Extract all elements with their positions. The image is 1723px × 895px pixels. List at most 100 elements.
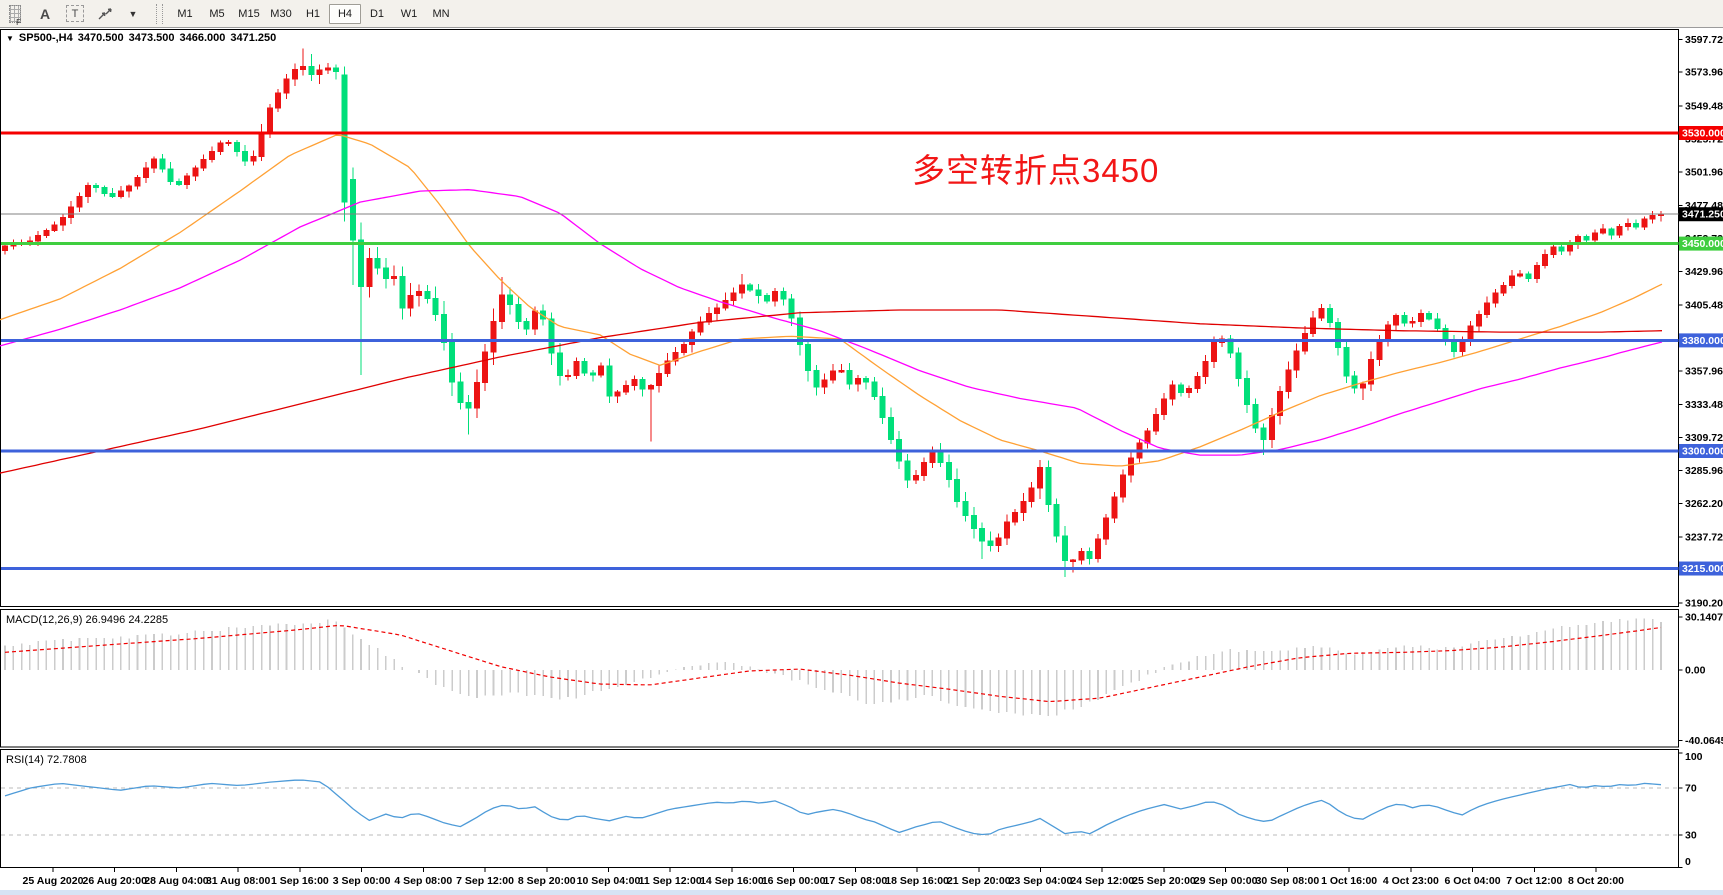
date-tick-label: 4 Oct 23:00 [1383,875,1439,887]
candle-body [1417,312,1424,322]
candle-body [929,452,936,463]
candle-body [1500,284,1507,294]
candle-body [2,245,8,251]
candle-body [159,158,166,170]
timeframe-button-D1[interactable]: D1 [369,7,385,20]
candle-body [954,478,961,502]
price-tick-label: 3285.960 [1685,465,1723,477]
candle-body [233,141,240,153]
text-box-icon[interactable]: T [63,3,87,25]
candle-body [1525,273,1532,280]
chevron-down-icon[interactable]: ▼ [128,8,138,19]
candle-body [689,331,696,345]
candle-body [1028,487,1035,503]
candle-body [1384,324,1391,341]
candle-body [763,295,770,302]
timeframe-button-W1[interactable]: W1 [400,7,418,20]
candle-body [1210,341,1217,362]
candle-body [664,360,671,374]
rsi-line [4,779,1662,836]
candle-body [59,217,66,226]
candle-body [1550,246,1557,255]
candle-body [1591,232,1598,241]
candle-body [1244,378,1250,405]
candle-body [324,67,331,71]
timeframe-button-group: M1 M5 M15 M30 H1 H4 D1 W1 MN [169,3,457,24]
price-badge-3530.000 [1679,126,1723,140]
candle-body [879,396,886,419]
candle-body [680,343,687,353]
candle-body [1351,375,1358,389]
candle-body [1343,347,1350,377]
candle-body [863,377,870,383]
grid-f-icon[interactable]: F [3,3,27,27]
timeframe-button-H1[interactable]: H1 [305,7,321,20]
timeframe-button-H4[interactable]: H4 [329,3,361,24]
candle-body [515,304,522,322]
timeframe-button-M5[interactable]: M5 [209,7,225,20]
chart-area[interactable]: 3597.7203573.9603549.4803525.7203501.960… [0,28,1723,895]
candle-body [1078,551,1085,561]
date-tick-label: 8 Oct 20:00 [1568,875,1624,887]
candle-body [606,365,613,397]
macd-indicator-label: MACD(12,26,9) 26.9496 24.2285 [6,613,169,626]
candle-body [1426,312,1433,320]
candle-body [382,267,389,280]
candle-body [1061,535,1068,561]
candle-body [283,78,290,94]
candle-body [68,206,75,219]
candle-body [755,289,762,297]
status-strip [0,890,1723,895]
candle-body [399,276,406,309]
rsi-tick-label: 30 [1685,830,1697,842]
date-tick-label: 8 Sep 20:00 [518,875,576,887]
candle-body [1119,474,1126,498]
candle-body [498,294,505,323]
timeframe-button-M15[interactable]: M15 [238,7,260,20]
date-tick-label: 18 Sep 16:00 [885,875,949,887]
candle-body [1277,391,1284,417]
candle-body [109,193,116,197]
chevron-down-icon[interactable]: ▼ [6,33,14,43]
macd-panel [0,609,1679,748]
candle-body [672,351,679,362]
price-tick-label: 3429.960 [1685,266,1723,278]
chart-title[interactable]: ▼ SP500-,H4 3470.500 3473.500 3466.000 3… [6,32,276,44]
text-label-icon[interactable]: A [39,5,51,22]
quote-low: 3466.000 [179,32,226,44]
candle-body [482,351,489,383]
date-tick-label: 28 Aug 04:00 [144,875,209,887]
candle-body [656,372,663,387]
candle-body [805,344,812,372]
candle-body [1103,517,1110,540]
candle-body [1616,226,1623,236]
arrow-objects-icon[interactable] [93,3,117,25]
candle-body [1583,235,1590,241]
chart-canvas[interactable]: 3597.7203573.9603549.4803525.7203501.960… [0,28,1723,895]
candle-body [747,284,754,291]
candle-body [473,381,480,409]
candle-body [887,417,894,440]
candle-body [1012,511,1019,523]
candle-body [705,313,712,323]
macd-histogram [4,618,1662,716]
timeframe-button-M1[interactable]: M1 [177,7,193,20]
timeframe-button-MN[interactable]: MN [432,7,450,20]
candle-body [830,370,836,381]
candle-body [1020,501,1027,513]
timeframe-button-M30[interactable]: M30 [270,7,292,20]
price-tick-label: 3597.720 [1685,34,1723,46]
candle-body [449,341,456,383]
chart-annotation-text[interactable]: 多空转折点3450 [912,152,1160,189]
candle-body [1301,332,1308,352]
candle-body [250,155,257,162]
date-tick-label: 25 Sep 20:00 [1132,875,1196,887]
candle-body [548,318,555,354]
price-badge-label: 3471.250 [1682,209,1723,221]
candle-body [1533,264,1540,280]
date-tick-label: 17 Sep 08:00 [824,875,888,887]
candle-body [979,528,986,542]
date-tick-label: 30 Sep 08:00 [1256,875,1320,887]
candle-body [1542,253,1549,266]
candle-body [846,370,853,385]
